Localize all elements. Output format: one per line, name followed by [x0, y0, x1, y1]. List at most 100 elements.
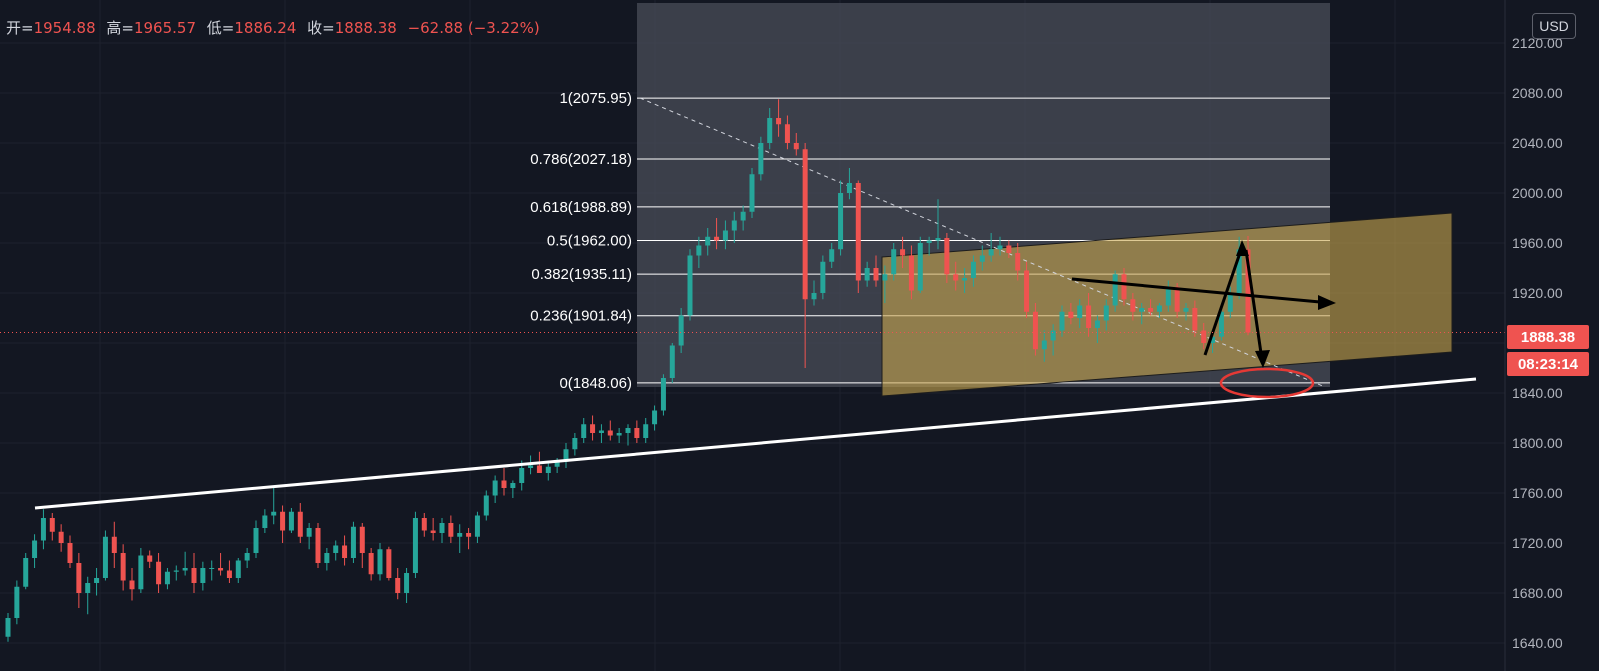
candle-body [1174, 286, 1180, 312]
candle [873, 255, 879, 287]
candle [138, 548, 144, 593]
price-tick-label: 1680.00 [1512, 585, 1563, 601]
arrow-down-head [1255, 350, 1270, 368]
candle [962, 268, 968, 293]
candle-body [315, 528, 321, 563]
price-tick-label: 1640.00 [1512, 635, 1563, 651]
candle-body [660, 378, 666, 411]
candle-body [147, 555, 153, 562]
candle [598, 424, 604, 443]
candle-body [5, 618, 11, 637]
candle [474, 511, 480, 543]
candle-body [625, 428, 631, 433]
candle [324, 548, 330, 571]
fib-level-label: 1(2075.95) [559, 90, 632, 107]
currency-button[interactable]: USD [1532, 13, 1576, 39]
candle-body [607, 430, 613, 436]
candle-body [855, 183, 861, 281]
candle-body [76, 563, 82, 593]
candle [182, 551, 188, 576]
candle [1139, 303, 1145, 325]
arrows[interactable] [1071, 240, 1336, 368]
candle-body [1192, 308, 1198, 331]
candle-body [997, 245, 1003, 250]
price-tick-label: 2120.00 [1512, 35, 1563, 51]
candle-body [23, 558, 29, 587]
candle [1148, 299, 1154, 316]
candle [359, 523, 365, 568]
candle-body [359, 526, 365, 553]
candle [262, 509, 268, 533]
candle-body [970, 261, 976, 278]
price-tick-label: 1800.00 [1512, 435, 1563, 451]
candle-body [200, 568, 206, 583]
candle [1112, 270, 1118, 312]
low-value: 1886.24 [234, 19, 297, 37]
candle-body [793, 143, 799, 150]
candle [85, 576, 91, 615]
candle-body [510, 483, 516, 488]
open-label: 开= [6, 19, 34, 37]
fib-level-label: 0.382(1935.11) [531, 266, 632, 283]
candle-body [705, 236, 711, 246]
candle-body [94, 578, 100, 583]
candle-body [324, 553, 330, 563]
candle-body [350, 526, 356, 558]
price-axis[interactable]: 2120.00 2080.00 2040.00 2000.00 1960.00 1920.… [1504, 0, 1563, 671]
candle [545, 460, 551, 481]
change-value: −62.88 (−3.22%) [407, 19, 540, 37]
target-ellipse[interactable] [1219, 367, 1315, 399]
candle-body [1059, 311, 1065, 331]
candle [14, 580, 20, 625]
price-tick-label: 1720.00 [1512, 535, 1563, 551]
candle [979, 245, 985, 271]
candle-body [1148, 308, 1154, 312]
candle [944, 233, 950, 283]
candle-body [49, 518, 55, 532]
candle-body [1245, 249, 1251, 333]
candle-body [838, 193, 844, 250]
price-tick-label: 2000.00 [1512, 185, 1563, 201]
candle [129, 568, 135, 601]
candle [616, 428, 622, 443]
ohlc-legend: 开=1954.88 高=1965.57 低=1886.24 收=1888.38 … [6, 17, 540, 38]
candle-body [244, 553, 250, 561]
candle [1156, 303, 1162, 318]
candle [49, 513, 55, 541]
candle [536, 451, 542, 473]
candle [714, 218, 720, 250]
candle [457, 524, 463, 553]
candle-body [926, 240, 932, 243]
candle [1121, 268, 1127, 306]
candle [492, 475, 498, 503]
candle-body [333, 545, 339, 553]
arrow-right-head [1318, 295, 1336, 310]
candle [1183, 303, 1189, 321]
candle [953, 261, 959, 291]
candle-body [714, 236, 720, 241]
candle-body [581, 424, 587, 438]
candle [776, 99, 782, 137]
candle-body [598, 430, 604, 433]
arrow-right-line [1071, 277, 1321, 304]
price-tick-label: 1920.00 [1512, 285, 1563, 301]
candle [164, 568, 170, 590]
candle-body [784, 124, 790, 143]
candle [678, 308, 684, 353]
candle [377, 543, 383, 581]
candle-body [1086, 305, 1092, 328]
candle-body [1103, 305, 1109, 321]
candle-body [962, 278, 968, 281]
candle [271, 485, 277, 525]
candle [173, 565, 179, 581]
candle [350, 521, 356, 563]
candle-body [306, 528, 312, 537]
candle-body [253, 528, 259, 553]
candle [288, 508, 294, 533]
fib-level-label: 0.618(1988.89) [530, 199, 632, 216]
candle-body [218, 568, 224, 571]
candle-body [492, 480, 498, 496]
candle-body [430, 530, 436, 533]
support-trendline[interactable] [34, 377, 1477, 510]
